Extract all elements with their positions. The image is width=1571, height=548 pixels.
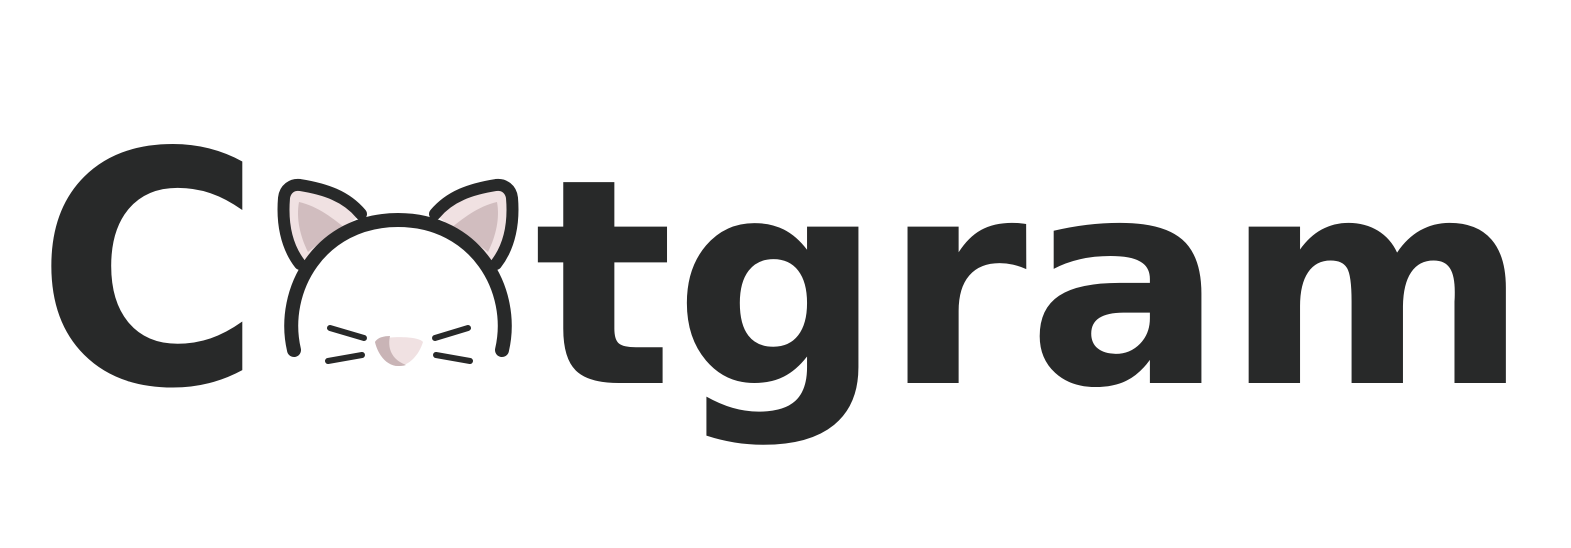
whiskers-icon xyxy=(325,325,473,364)
left-ear-icon xyxy=(277,178,367,270)
head-outline xyxy=(284,212,512,357)
cat-face-icon xyxy=(277,178,519,366)
right-ear-icon xyxy=(429,178,519,270)
logo-letter-c: C xyxy=(36,84,262,459)
logo-letters-tgram: tgram xyxy=(534,119,1529,451)
nose-icon xyxy=(375,336,423,366)
